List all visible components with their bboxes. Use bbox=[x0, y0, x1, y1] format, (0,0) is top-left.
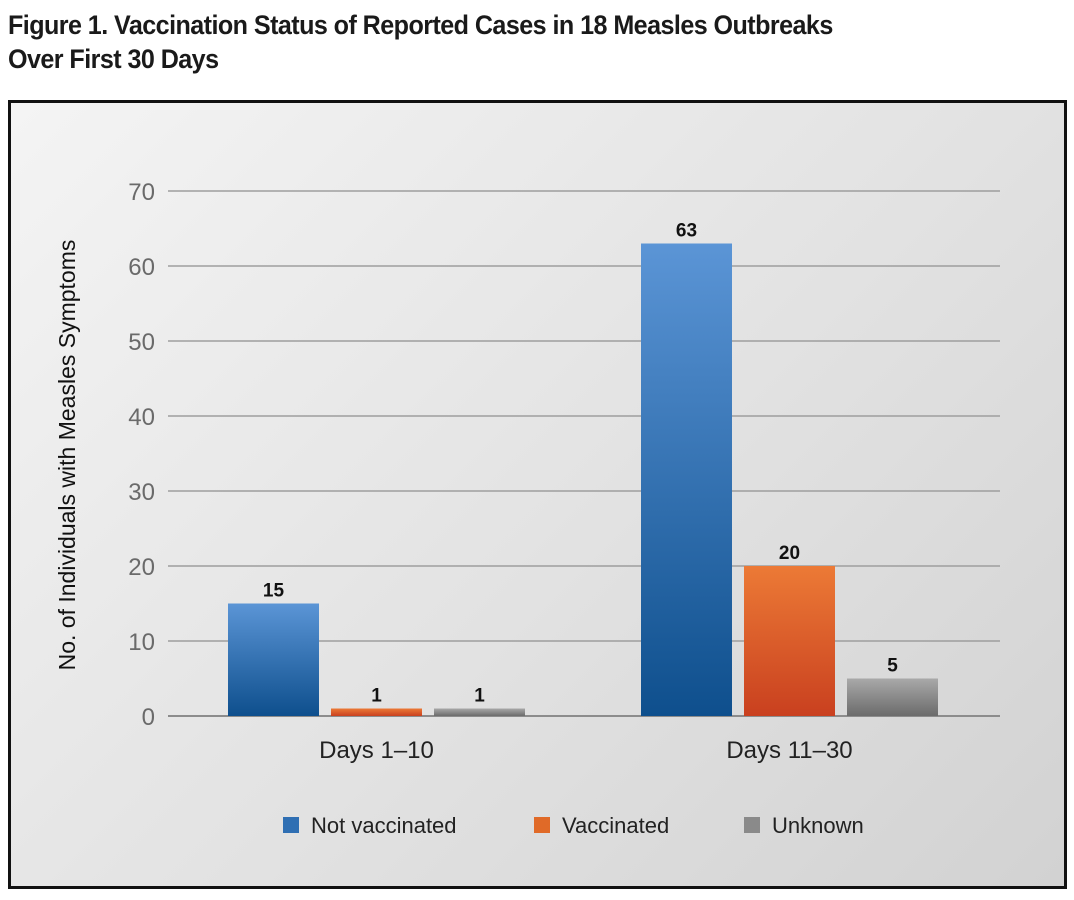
bar-vaccinated bbox=[331, 708, 422, 716]
legend: Not vaccinated Vaccinated Unknown bbox=[283, 813, 864, 838]
legend-swatch bbox=[744, 817, 760, 833]
y-tick-label: 0 bbox=[142, 704, 155, 731]
y-tick-label: 20 bbox=[128, 554, 155, 581]
bar-not-vaccinated bbox=[228, 603, 319, 716]
y-tick-label: 70 bbox=[128, 179, 155, 206]
data-label: 15 bbox=[263, 581, 285, 602]
y-tick-label: 60 bbox=[128, 254, 155, 281]
chart-frame bbox=[8, 100, 1067, 889]
bar-unknown bbox=[434, 708, 525, 716]
data-label: 1 bbox=[474, 686, 485, 707]
y-axis-label: No. of Individuals with Measles Symptoms bbox=[54, 240, 80, 671]
legend-swatch bbox=[534, 817, 550, 833]
legend-label: Unknown bbox=[772, 813, 864, 838]
x-tick-label: Days 11–30 bbox=[726, 737, 852, 764]
data-label: 5 bbox=[887, 656, 898, 677]
legend-label: Not vaccinated bbox=[311, 813, 457, 838]
y-tick-label: 30 bbox=[128, 479, 155, 506]
bar-not-vaccinated bbox=[641, 243, 732, 716]
figure-title: Figure 1. Vaccination Status of Reported… bbox=[8, 8, 833, 76]
x-tick-label: Days 1–10 bbox=[319, 737, 434, 764]
y-tick-label: 50 bbox=[128, 329, 155, 356]
y-axis-ticks: 0 10 20 30 40 50 60 70 bbox=[128, 179, 155, 731]
data-labels: 15 1 1 63 20 5 bbox=[263, 221, 898, 707]
y-tick-label: 40 bbox=[128, 404, 155, 431]
x-axis-ticks: Days 1–10 Days 11–30 bbox=[319, 737, 853, 764]
legend-label: Vaccinated bbox=[562, 813, 669, 838]
legend-swatch bbox=[283, 817, 299, 833]
figure-title-line-1: Figure 1. Vaccination Status of Reported… bbox=[8, 10, 833, 40]
data-label: 63 bbox=[676, 221, 697, 242]
bar-unknown bbox=[847, 678, 938, 716]
y-tick-label: 10 bbox=[128, 629, 155, 656]
bar-vaccinated bbox=[744, 566, 835, 716]
bars bbox=[228, 243, 938, 716]
figure-title-line-2: Over First 30 Days bbox=[8, 44, 219, 74]
data-label: 1 bbox=[371, 686, 382, 707]
data-label: 20 bbox=[779, 543, 800, 564]
